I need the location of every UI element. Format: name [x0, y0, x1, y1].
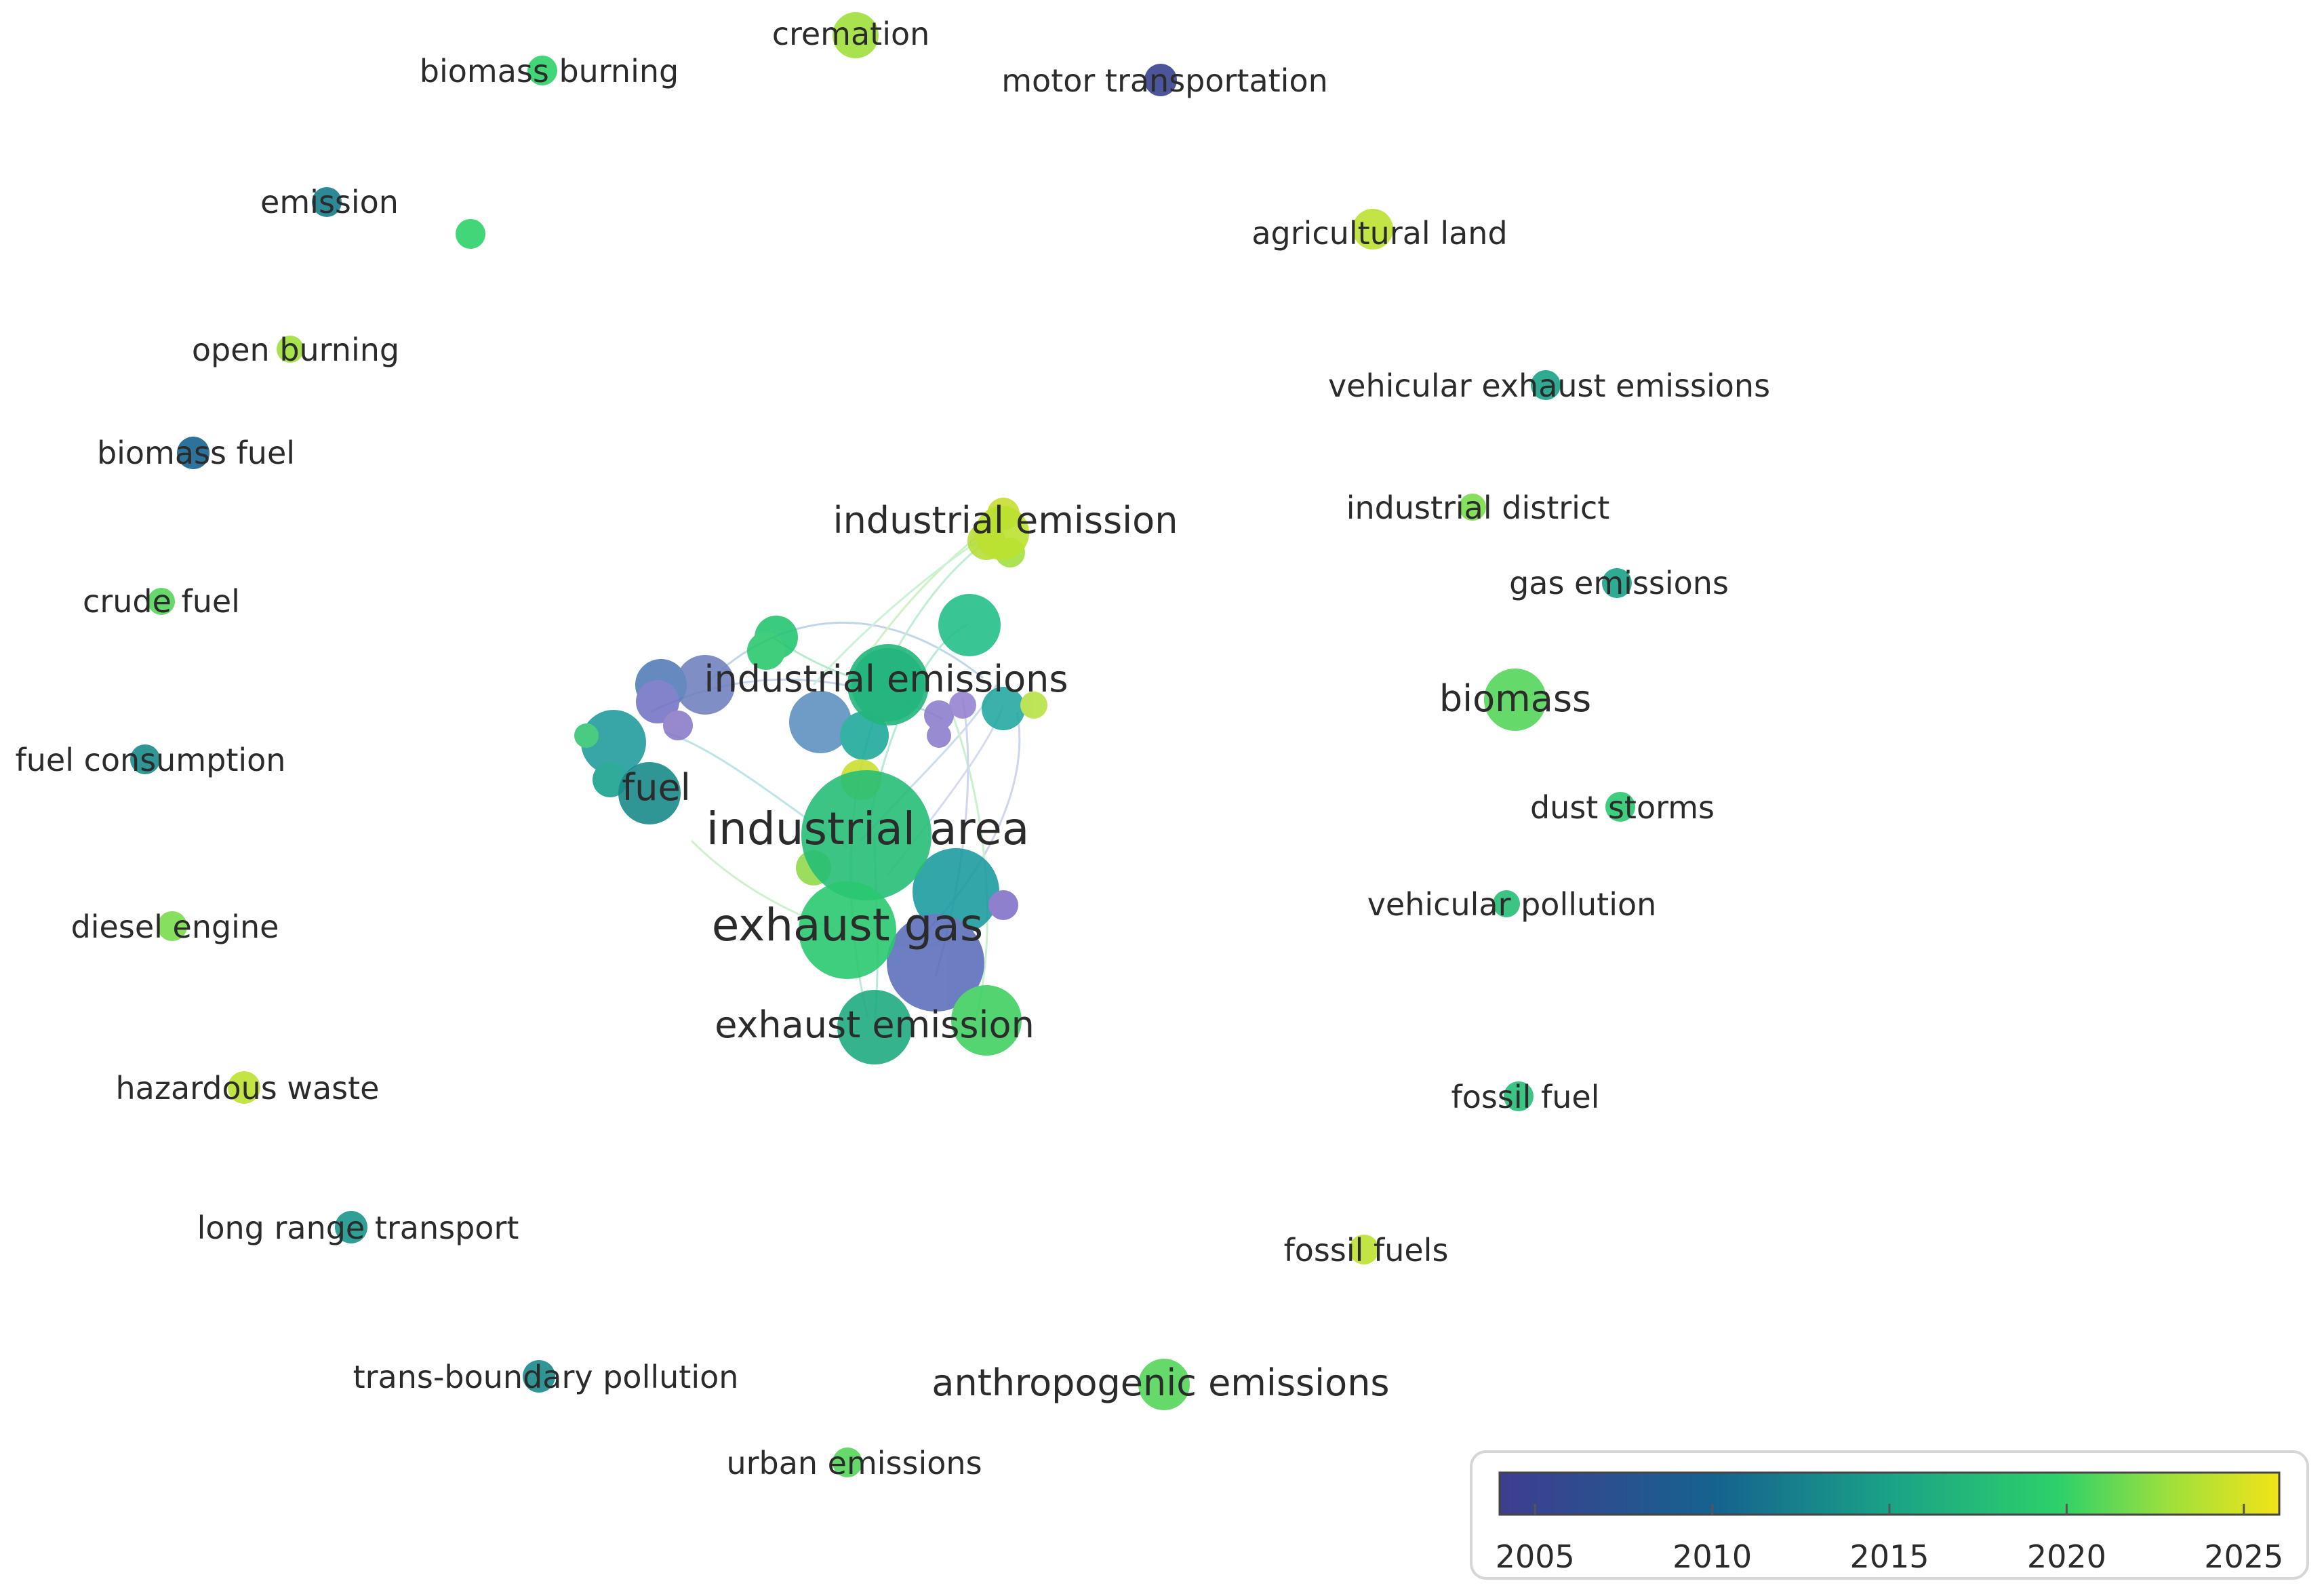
label-anthropogenic-emissions: anthropogenic emissions [931, 1361, 1389, 1404]
node-biomass[interactable] [1484, 669, 1546, 731]
node-dust-storms[interactable] [1605, 792, 1635, 822]
node-industrial-emission[interactable] [975, 506, 1029, 560]
node-vehicular-exhaust-emissions[interactable] [1531, 370, 1561, 400]
node-anthropogenic-emissions[interactable] [1138, 1359, 1190, 1410]
label-agricultural-land: agricultural land [1251, 215, 1507, 252]
node-hazardous-waste[interactable] [228, 1071, 260, 1104]
node-fuel-consumption[interactable] [130, 744, 160, 774]
node-industrial-district[interactable] [1459, 494, 1486, 521]
cluster-nodes [574, 498, 1047, 1056]
node-diesel-engine[interactable] [157, 911, 187, 941]
node-cremation[interactable] [833, 12, 879, 58]
node-industrial-area[interactable] [801, 770, 931, 900]
node-industrial-emissions[interactable] [847, 644, 929, 725]
label-crude-fuel: crude fuel [83, 583, 240, 620]
node-emission[interactable] [312, 187, 342, 217]
label-cremation: cremation [772, 16, 930, 52]
legend-tick-label: 2025 [2204, 1538, 2283, 1575]
node-fossil-fuel[interactable] [1504, 1081, 1534, 1111]
label-industrial-district: industrial district [1346, 490, 1610, 526]
node-gas-emissions[interactable] [1602, 568, 1632, 598]
node-agricultural-land[interactable] [1353, 209, 1393, 250]
label-long-range-transport: long range transport [197, 1210, 519, 1246]
node-open-burning[interactable] [277, 336, 304, 363]
node-trans-boundary-pollution[interactable] [523, 1360, 555, 1393]
node-exhaust-gas[interactable] [799, 881, 896, 979]
node-exhaust-emission[interactable] [837, 990, 912, 1064]
node-crude-fuel[interactable] [148, 588, 175, 615]
node-fossil-fuels[interactable] [1349, 1235, 1379, 1264]
label-open-burning: open burning [192, 332, 399, 368]
label-gas-emissions: gas emissions [1509, 565, 1729, 601]
label-fuel-consumption: fuel consumption [16, 742, 286, 778]
label-industrial-area: industrial area [706, 803, 1030, 855]
node-biomass-fuel[interactable] [177, 437, 209, 469]
label-diesel-engine: diesel engine [71, 909, 279, 945]
label-exhaust-emission: exhaust emission [715, 1003, 1035, 1046]
keyword-nodes: cremation biomass burning motor transporta… [16, 12, 1770, 1481]
label-biomass-fuel: biomass fuel [97, 435, 295, 471]
label-hazardous-waste: hazardous waste [116, 1070, 380, 1106]
label-biomass-burning: biomass burning [420, 53, 679, 89]
node-fuel[interactable] [618, 762, 681, 824]
legend-tick-label: 2020 [2027, 1538, 2106, 1575]
label-fossil-fuels: fossil fuels [1284, 1232, 1449, 1269]
node-unlabeled[interactable] [456, 219, 485, 249]
label-emission: emission [260, 184, 399, 220]
label-trans-boundary-pollution: trans-boundary pollution [353, 1359, 739, 1395]
label-urban-emissions: urban emissions [726, 1445, 982, 1481]
label-biomass: biomass [1439, 677, 1591, 720]
year-legend: 2005 2010 2015 2020 2025 [1470, 1450, 2309, 1580]
label-motor-transportation: motor transportation [1001, 62, 1328, 99]
label-industrial-emission: industrial emission [833, 499, 1178, 542]
label-fossil-fuel: fossil fuel [1451, 1079, 1600, 1115]
legend-ticks: 2005 2010 2015 2020 2025 [1496, 1504, 2283, 1575]
label-fuel: fuel [622, 766, 690, 809]
node-biomass-burning[interactable] [527, 56, 557, 85]
label-industrial-emissions: industrial emissions [704, 658, 1068, 700]
legend-tick-label: 2005 [1496, 1538, 1575, 1575]
label-dust-storms: dust storms [1530, 789, 1715, 826]
legend-tick-label: 2015 [1849, 1538, 1929, 1575]
node-urban-emissions[interactable] [833, 1448, 862, 1477]
label-vehicular-exhaust-emissions: vehicular exhaust emissions [1328, 367, 1770, 404]
node-vehicular-pollution[interactable] [1493, 890, 1520, 917]
legend-tick-label: 2010 [1672, 1538, 1752, 1575]
node-motor-transportation[interactable] [1144, 64, 1177, 96]
node-long-range-transport[interactable] [335, 1211, 367, 1243]
label-vehicular-pollution: vehicular pollution [1367, 886, 1657, 923]
label-exhaust-gas: exhaust gas [712, 899, 984, 951]
